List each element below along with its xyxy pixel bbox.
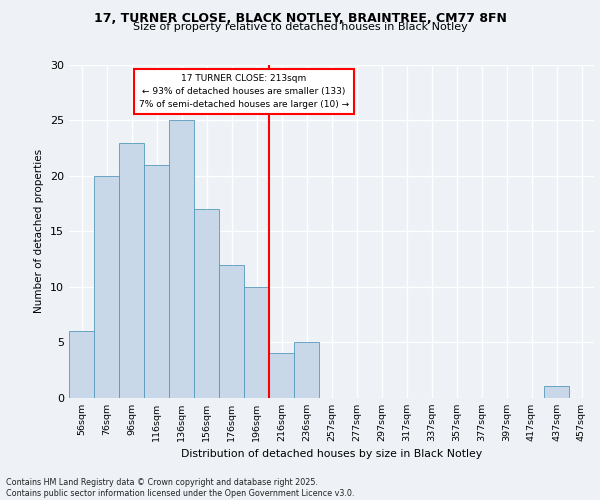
Y-axis label: Number of detached properties: Number of detached properties bbox=[34, 149, 44, 314]
Bar bbox=[144, 165, 169, 398]
Bar bbox=[94, 176, 119, 398]
Text: 17, TURNER CLOSE, BLACK NOTLEY, BRAINTREE, CM77 8FN: 17, TURNER CLOSE, BLACK NOTLEY, BRAINTRE… bbox=[94, 12, 506, 26]
Bar bbox=[69, 331, 94, 398]
Text: Size of property relative to detached houses in Black Notley: Size of property relative to detached ho… bbox=[133, 22, 467, 32]
Bar bbox=[219, 264, 244, 398]
Text: Contains HM Land Registry data © Crown copyright and database right 2025.
Contai: Contains HM Land Registry data © Crown c… bbox=[6, 478, 355, 498]
Bar bbox=[119, 142, 144, 398]
Bar bbox=[169, 120, 194, 398]
Bar bbox=[294, 342, 319, 398]
Text: 17 TURNER CLOSE: 213sqm
← 93% of detached houses are smaller (133)
7% of semi-de: 17 TURNER CLOSE: 213sqm ← 93% of detache… bbox=[139, 74, 349, 110]
Bar bbox=[244, 286, 269, 398]
X-axis label: Distribution of detached houses by size in Black Notley: Distribution of detached houses by size … bbox=[181, 449, 482, 459]
Bar bbox=[544, 386, 569, 398]
Bar bbox=[269, 353, 294, 398]
Bar bbox=[194, 209, 219, 398]
